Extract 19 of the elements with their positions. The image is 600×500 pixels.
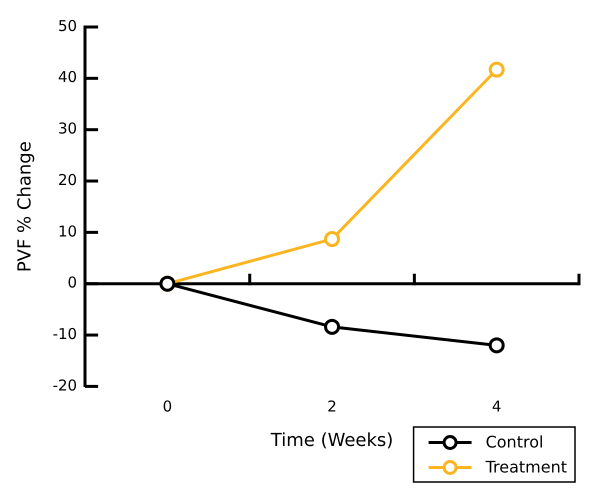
- x-tick-label: 2: [327, 397, 337, 416]
- x-tick-label: 0: [162, 397, 172, 416]
- point: [488, 337, 505, 354]
- point: [324, 231, 340, 248]
- legend-label: Control: [486, 432, 544, 452]
- point: [488, 62, 505, 78]
- y-tick-label: 30: [58, 120, 78, 138]
- y-tick-label: 10: [58, 222, 78, 240]
- y-tick-label: -10: [52, 324, 78, 343]
- y-tick-label: 0: [68, 274, 78, 292]
- y-tick-label: 20: [58, 170, 78, 189]
- y-axis-title: PVF % Change: [14, 141, 36, 272]
- y-tick-label: 50: [58, 16, 78, 35]
- x-axis-title: Time (Weeks): [270, 430, 394, 451]
- point: [324, 318, 340, 335]
- y-tick-label: 40: [58, 68, 78, 86]
- x-tick-label: 4: [492, 397, 502, 416]
- legend-label: Treatment: [484, 458, 568, 477]
- y-tick-label: -20: [52, 376, 78, 394]
